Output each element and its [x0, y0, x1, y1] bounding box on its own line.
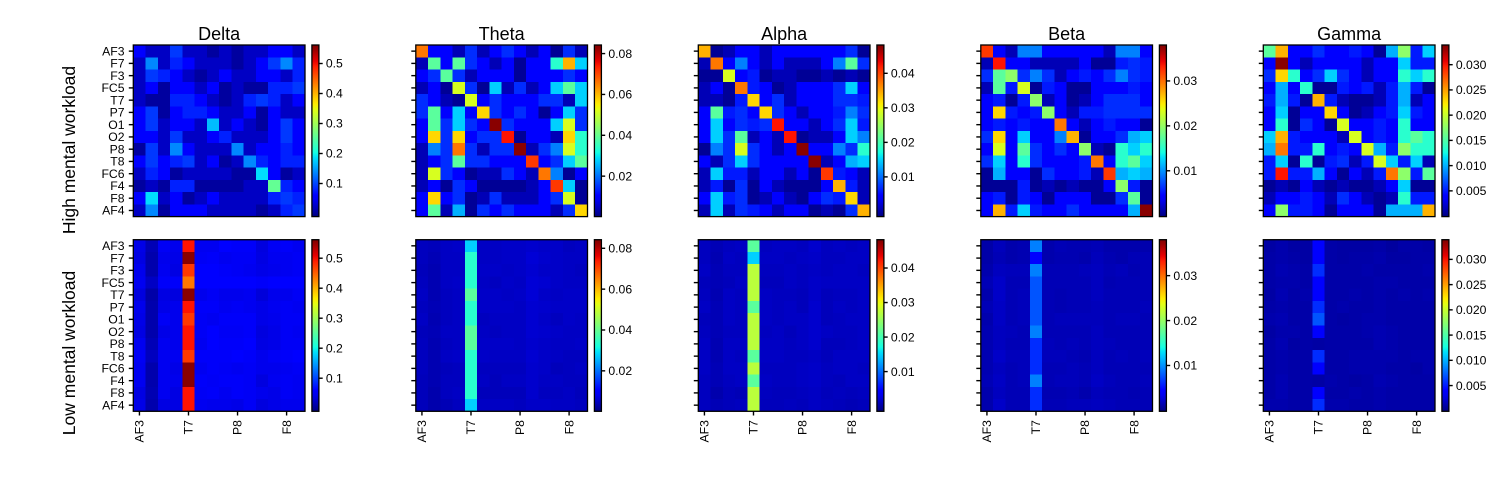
svg-text:0.5: 0.5 [326, 57, 343, 71]
svg-text:P7: P7 [110, 300, 125, 314]
svg-text:F8: F8 [562, 420, 576, 434]
svg-text:0.01: 0.01 [891, 365, 915, 379]
svg-text:T8: T8 [110, 155, 124, 169]
svg-text:0.04: 0.04 [891, 67, 915, 81]
svg-text:FC5: FC5 [101, 276, 124, 290]
svg-text:0.03: 0.03 [1173, 269, 1197, 283]
svg-text:0.015: 0.015 [1456, 134, 1487, 148]
svg-text:T7: T7 [1029, 420, 1043, 434]
svg-text:P8: P8 [1078, 420, 1092, 435]
svg-text:P8: P8 [1361, 420, 1375, 435]
svg-text:0.4: 0.4 [326, 87, 343, 101]
svg-text:0.015: 0.015 [1456, 328, 1487, 342]
svg-text:Delta: Delta [198, 24, 241, 44]
svg-text:F7: F7 [110, 251, 124, 265]
svg-text:0.03: 0.03 [891, 296, 915, 310]
svg-text:O2: O2 [108, 325, 124, 339]
svg-text:0.025: 0.025 [1456, 278, 1487, 292]
svg-text:0.02: 0.02 [608, 169, 632, 183]
svg-text:T7: T7 [464, 420, 478, 434]
svg-text:AF4: AF4 [102, 204, 125, 218]
svg-text:0.04: 0.04 [608, 128, 632, 142]
svg-text:0.02: 0.02 [1173, 314, 1197, 328]
svg-text:0.03: 0.03 [1173, 74, 1197, 88]
svg-text:0.02: 0.02 [891, 330, 915, 344]
svg-text:FC5: FC5 [101, 81, 124, 95]
svg-text:0.08: 0.08 [608, 47, 632, 61]
svg-text:0.020: 0.020 [1456, 108, 1487, 122]
svg-text:T7: T7 [1312, 420, 1326, 434]
svg-text:P8: P8 [231, 420, 245, 435]
svg-text:0.01: 0.01 [891, 170, 915, 184]
svg-text:FC6: FC6 [101, 167, 124, 181]
svg-text:0.010: 0.010 [1456, 159, 1487, 173]
svg-text:AF3: AF3 [102, 239, 125, 253]
svg-text:F8: F8 [110, 191, 124, 205]
svg-text:F8: F8 [845, 420, 859, 434]
svg-text:P7: P7 [110, 106, 125, 120]
svg-text:F4: F4 [110, 179, 124, 193]
svg-text:O1: O1 [108, 313, 124, 327]
svg-text:0.3: 0.3 [326, 117, 343, 131]
svg-text:T7: T7 [747, 420, 761, 434]
svg-text:F4: F4 [110, 374, 124, 388]
svg-text:F8: F8 [110, 386, 124, 400]
svg-text:AF3: AF3 [1263, 420, 1277, 443]
svg-text:AF3: AF3 [133, 420, 147, 443]
svg-text:0.02: 0.02 [1173, 119, 1197, 133]
svg-text:0.01: 0.01 [1173, 359, 1197, 373]
svg-text:F3: F3 [110, 69, 124, 83]
svg-text:AF3: AF3 [698, 420, 712, 443]
svg-text:0.030: 0.030 [1456, 253, 1487, 267]
svg-text:FC6: FC6 [101, 362, 124, 376]
svg-text:0.020: 0.020 [1456, 303, 1487, 317]
svg-text:0.005: 0.005 [1456, 184, 1487, 198]
svg-text:AF4: AF4 [102, 398, 125, 412]
svg-text:T8: T8 [110, 349, 124, 363]
svg-text:O1: O1 [108, 118, 124, 132]
svg-text:P8: P8 [110, 142, 125, 156]
svg-text:P8: P8 [796, 420, 810, 435]
svg-text:Beta: Beta [1048, 24, 1086, 44]
svg-text:0.3: 0.3 [326, 311, 343, 325]
svg-text:0.02: 0.02 [608, 364, 632, 378]
svg-text:0.02: 0.02 [891, 136, 915, 150]
svg-text:0.1: 0.1 [326, 177, 343, 191]
svg-text:AF3: AF3 [415, 420, 429, 443]
svg-text:0.005: 0.005 [1456, 379, 1487, 393]
svg-text:F3: F3 [110, 264, 124, 278]
svg-text:P8: P8 [110, 337, 125, 351]
svg-text:0.04: 0.04 [608, 323, 632, 337]
svg-text:Low mental workload: Low mental workload [59, 271, 79, 435]
svg-text:0.2: 0.2 [326, 341, 343, 355]
svg-text:Theta: Theta [479, 24, 526, 44]
svg-text:T7: T7 [110, 93, 124, 107]
svg-text:0.025: 0.025 [1456, 83, 1487, 97]
svg-text:Gamma: Gamma [1317, 24, 1382, 44]
svg-text:0.04: 0.04 [891, 261, 915, 275]
svg-text:0.08: 0.08 [608, 241, 632, 255]
svg-text:AF3: AF3 [980, 420, 994, 443]
svg-text:0.4: 0.4 [326, 281, 343, 295]
svg-text:F8: F8 [1127, 420, 1141, 434]
svg-text:0.010: 0.010 [1456, 354, 1487, 368]
svg-text:0.1: 0.1 [326, 371, 343, 385]
svg-text:F8: F8 [1410, 420, 1424, 434]
svg-text:0.06: 0.06 [608, 88, 632, 102]
svg-text:T7: T7 [182, 420, 196, 434]
svg-text:0.030: 0.030 [1456, 58, 1487, 72]
svg-text:0.2: 0.2 [326, 147, 343, 161]
svg-text:T7: T7 [110, 288, 124, 302]
svg-text:O2: O2 [108, 130, 124, 144]
svg-text:0.03: 0.03 [891, 101, 915, 115]
svg-text:High mental workload: High mental workload [59, 66, 79, 234]
svg-text:P8: P8 [513, 420, 527, 435]
svg-text:AF3: AF3 [102, 44, 125, 58]
svg-text:F8: F8 [280, 420, 294, 434]
svg-text:F7: F7 [110, 57, 124, 71]
svg-text:Alpha: Alpha [761, 24, 808, 44]
svg-text:0.01: 0.01 [1173, 164, 1197, 178]
svg-text:0.06: 0.06 [608, 282, 632, 296]
svg-text:0.5: 0.5 [326, 251, 343, 265]
